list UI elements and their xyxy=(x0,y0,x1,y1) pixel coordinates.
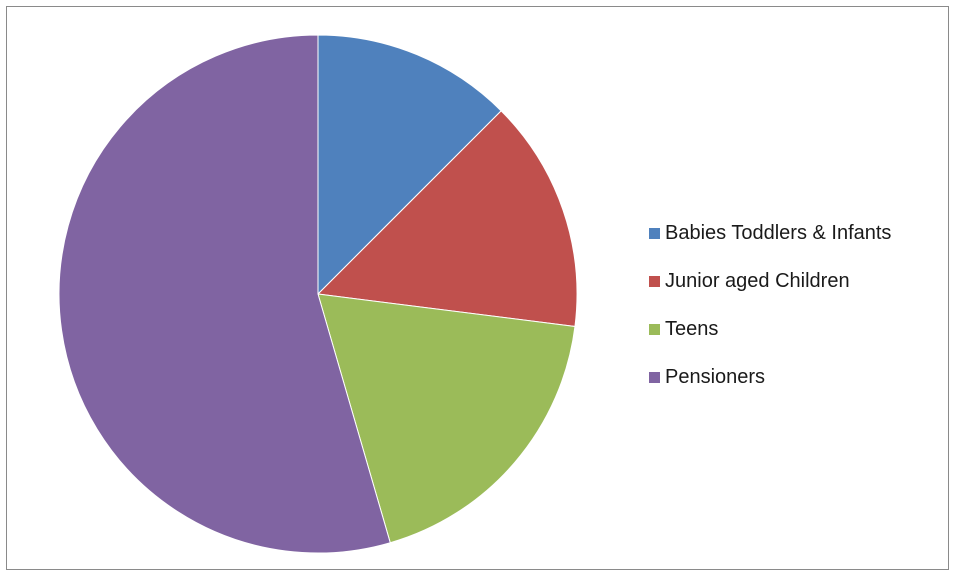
legend-swatch xyxy=(649,275,660,287)
legend-label: Teens xyxy=(665,317,719,340)
legend-swatch xyxy=(649,323,660,335)
legend-item: Teens xyxy=(649,305,891,353)
legend-swatch xyxy=(649,227,660,239)
pie-chart xyxy=(58,34,578,554)
pie-slice-babies-toddlers-infants xyxy=(317,34,502,296)
legend-label: Junior aged Children xyxy=(665,269,850,292)
pie-slice-junior-aged-children xyxy=(316,110,578,328)
pie-slice-pensioners xyxy=(58,34,391,554)
legend-item: Junior aged Children xyxy=(649,257,891,305)
legend-label: Pensioners xyxy=(665,365,766,388)
legend-swatch xyxy=(649,371,660,383)
legend: Babies Toddlers & Infants Junior aged Chi… xyxy=(649,209,891,401)
pie-slice-teens xyxy=(317,293,576,544)
legend-item: Babies Toddlers & Infants xyxy=(649,209,891,257)
legend-item: Pensioners xyxy=(649,353,891,401)
legend-label: Babies Toddlers & Infants xyxy=(665,221,892,244)
chart-area: Babies Toddlers & Infants Junior aged Chi… xyxy=(6,6,949,570)
